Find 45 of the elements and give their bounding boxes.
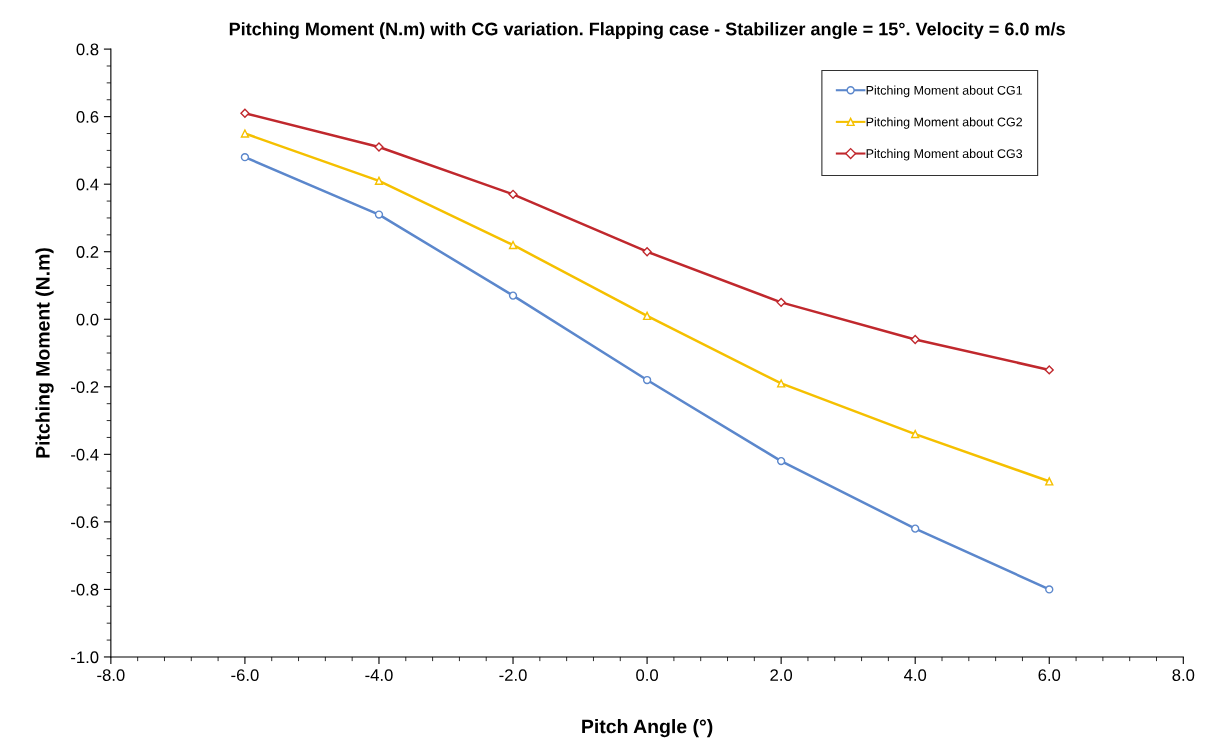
y-tick-label: 0.0 bbox=[76, 313, 99, 326]
point bbox=[911, 524, 920, 533]
point bbox=[776, 379, 786, 388]
y-tick-label: 0.2 bbox=[76, 246, 99, 258]
y-tick-label: -1.0 bbox=[71, 651, 99, 664]
point bbox=[1044, 365, 1054, 375]
x-axis-title: Pitch Angle (°) bbox=[582, 719, 713, 738]
x-tick-label: -2.0 bbox=[499, 669, 527, 681]
legend-label: Pitching Moment about CG1 bbox=[866, 85, 1023, 98]
chart-title: Pitching Moment (N.m) with CG variation. Flapping case - Stabilizer angle = 15°. Velocity = 6.0 m/s bbox=[229, 22, 1065, 40]
point bbox=[508, 189, 518, 199]
y-tick-label: 0.8 bbox=[76, 43, 99, 56]
point bbox=[776, 456, 786, 466]
x-tick-label: 8.0 bbox=[1172, 669, 1195, 681]
x-tick-label: 0.0 bbox=[636, 669, 659, 681]
legend-label: Pitching Moment about CG3 bbox=[866, 148, 1023, 161]
y-tick-label: 0.6 bbox=[76, 111, 99, 123]
point bbox=[374, 176, 384, 185]
point bbox=[240, 108, 250, 118]
x-tick-label: -8.0 bbox=[97, 669, 125, 681]
point bbox=[642, 247, 652, 257]
point bbox=[240, 152, 250, 162]
x-tick-label: -4.0 bbox=[365, 669, 393, 681]
y-tick-label: -0.6 bbox=[71, 516, 99, 529]
point bbox=[642, 375, 652, 385]
point bbox=[911, 429, 920, 439]
point bbox=[910, 334, 920, 345]
point bbox=[508, 291, 518, 300]
y-tick-label: 0.4 bbox=[76, 178, 99, 191]
y-tick-label: -0.8 bbox=[71, 583, 99, 596]
x-tick-label: -6.0 bbox=[231, 669, 259, 681]
point bbox=[508, 240, 518, 250]
point bbox=[240, 129, 250, 138]
y-tick-label: -0.2 bbox=[71, 381, 99, 393]
point bbox=[1045, 585, 1054, 594]
x-tick-label: 2.0 bbox=[770, 669, 793, 681]
point bbox=[776, 297, 786, 307]
point bbox=[1045, 477, 1054, 486]
y-axis-title: Pitching Moment (N.m) bbox=[35, 248, 54, 458]
legend-label: Pitching Moment about CG2 bbox=[866, 117, 1023, 129]
y-tick-label: -0.4 bbox=[71, 448, 99, 461]
x-tick-label: 6.0 bbox=[1038, 669, 1061, 681]
x-tick-label: 4.0 bbox=[904, 669, 927, 681]
point bbox=[642, 311, 652, 321]
point bbox=[374, 210, 384, 219]
